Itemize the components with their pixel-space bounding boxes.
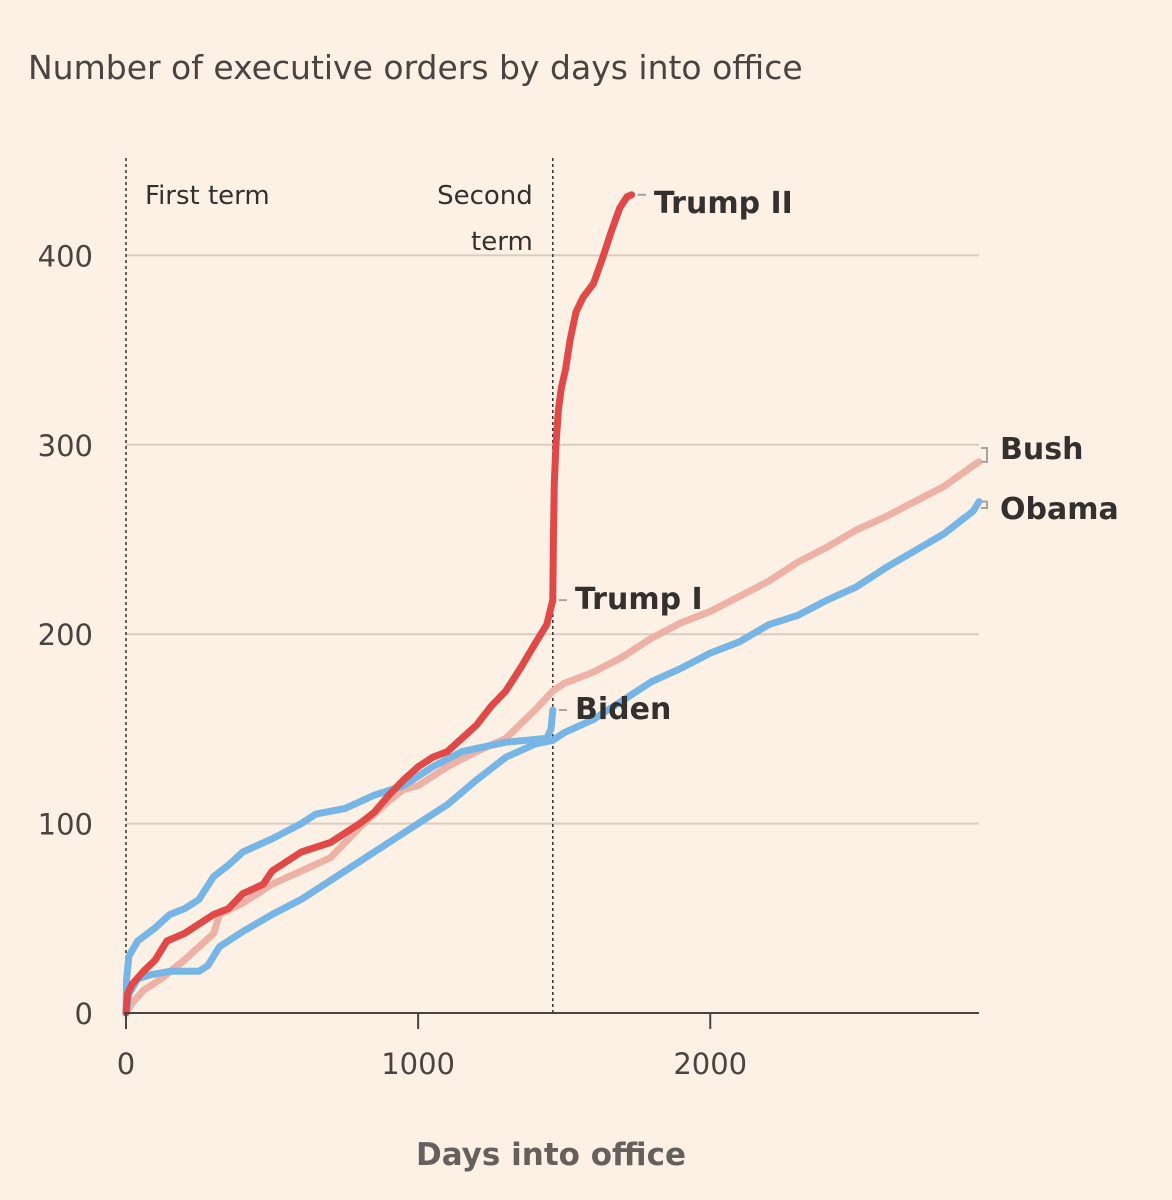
x-tick-label-2000: 2000: [673, 1047, 747, 1081]
y-tick-label-400: 400: [38, 239, 93, 273]
x-tick-label-0: 0: [117, 1047, 135, 1081]
x-axis-title: Days into office: [416, 1137, 686, 1173]
series-line-trump-i: [122, 596, 557, 1017]
series-line-trump-ii: [549, 191, 636, 604]
series-label-biden: Biden: [575, 692, 671, 727]
term-label-first: First term: [145, 181, 270, 211]
series-label-obama: Obama: [1000, 492, 1119, 527]
term-reference-lines: First term Second term: [125, 158, 554, 1013]
series-label-trump-ii: Trump II: [654, 186, 793, 221]
series-line-biden: [122, 706, 557, 1017]
connector-obama: [981, 500, 988, 509]
term-label-second-line-0: Second: [437, 181, 533, 211]
series-line-obama: [122, 498, 983, 1017]
connector-bush: [981, 447, 988, 463]
y-tick-label-300: 300: [38, 429, 93, 463]
y-tick-label-0: 0: [75, 997, 93, 1031]
series-labels: Bush Obama Biden Trump I Trump II: [575, 186, 1119, 727]
chart-title: Number of executive orders by days into …: [28, 48, 803, 87]
series-lines: [122, 191, 983, 1017]
x-axis: 0 1000 2000: [117, 1012, 979, 1081]
series-label-trump-i: Trump I: [575, 582, 703, 617]
y-tick-label-200: 200: [38, 618, 93, 652]
x-tick-label-1000: 1000: [381, 1047, 455, 1081]
y-tick-label-100: 100: [38, 808, 93, 842]
label-connectors: [558, 193, 988, 711]
term-label-second-line-1: term: [471, 227, 533, 257]
y-axis: 0 100 200 300 400: [38, 239, 93, 1031]
series-label-bush: Bush: [1000, 432, 1083, 467]
